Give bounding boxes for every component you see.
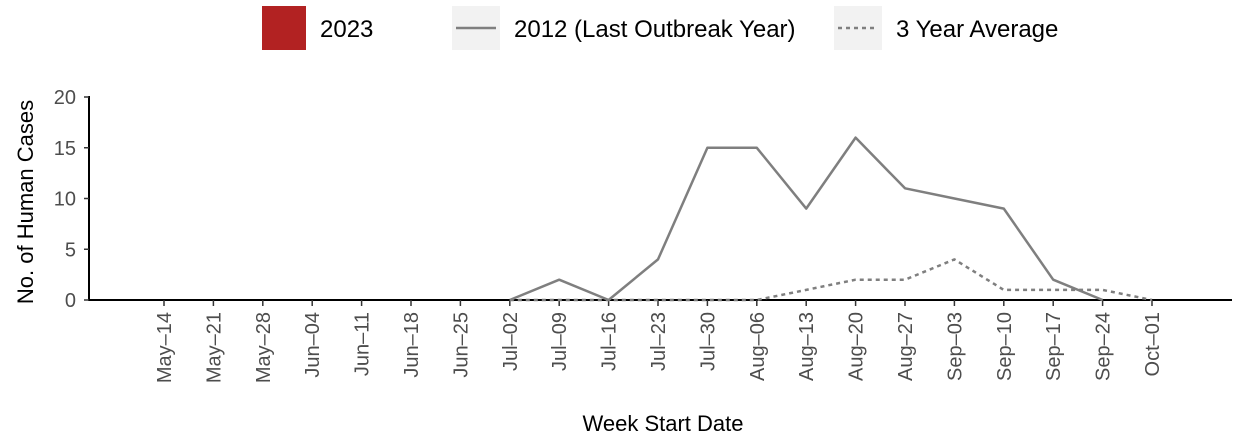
x-tick-label: Jul–02	[500, 312, 522, 371]
x-tick-label: Sep–10	[994, 312, 1016, 381]
series-line-3-year-average	[509, 258, 1153, 302]
x-tick-label: Sep–24	[1093, 312, 1115, 381]
y-axis-title: No. of Human Cases	[13, 100, 38, 304]
legend-label: 3 Year Average	[896, 16, 1058, 43]
x-tick-label: Jun–25	[450, 312, 472, 378]
x-tick-label: Jun–11	[352, 312, 374, 376]
x-axis-title: Week Start Date	[583, 411, 744, 436]
x-tick-label: Jul–30	[697, 312, 719, 371]
plot-area: 0 5 10 15 20 May–14 May–21 May–28 Jun–04 Jun–11 Ju…	[54, 87, 1232, 383]
x-tick-label: Sep–03	[944, 312, 966, 381]
y-tick-label: 5	[65, 239, 76, 261]
x-tick-label: Aug–13	[796, 312, 818, 381]
x-tick-label: May–28	[253, 312, 275, 383]
x-tick-label: Jul–09	[549, 312, 571, 371]
x-tick-label: Sep–17	[1043, 312, 1065, 381]
x-tick-label: Jun–18	[401, 312, 423, 378]
x-tick-label: Jul–16	[599, 312, 621, 371]
x-tick-label: Jul–23	[648, 312, 670, 371]
x-tick-label: Aug–27	[895, 312, 917, 381]
y-tick-label: 15	[54, 138, 76, 160]
x-tick-label: Aug–06	[747, 312, 769, 381]
x-tick-label: May–21	[203, 312, 225, 383]
legend-key-2023	[262, 6, 306, 50]
y-tick-label: 10	[54, 189, 76, 211]
y-tick-label: 0	[65, 290, 76, 312]
x-tick-label: Aug–20	[846, 312, 868, 381]
legend-label: 2012 (Last Outbreak Year)	[514, 16, 796, 43]
series-line-2012	[509, 136, 1104, 302]
x-tick-label: May–14	[154, 312, 176, 383]
x-tick-label: Jun–04	[302, 312, 324, 378]
legend: 2023 2012 (Last Outbreak Year) 3 Year Aver…	[262, 6, 1058, 50]
y-tick-label: 20	[54, 87, 76, 109]
legend-label: 2023	[320, 16, 373, 43]
x-tick-label: Oct–01	[1142, 312, 1164, 376]
